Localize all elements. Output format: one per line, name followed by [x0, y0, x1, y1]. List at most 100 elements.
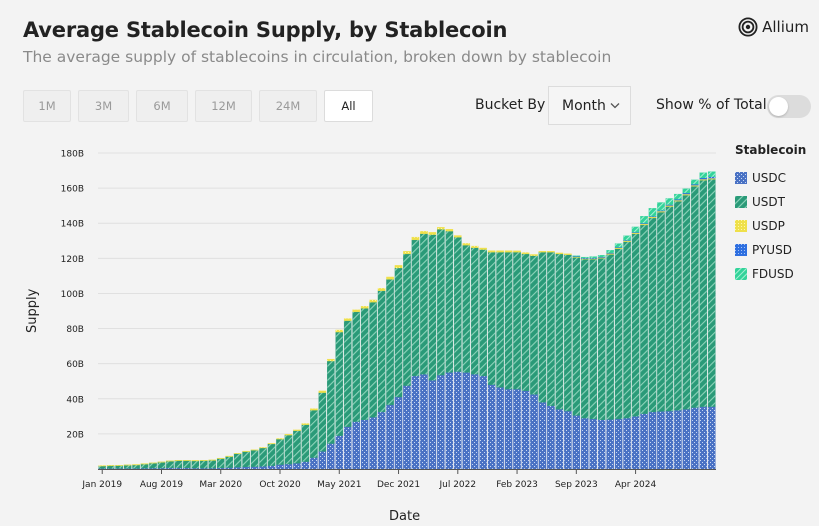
bar-usdc[interactable]: [513, 388, 521, 470]
bar-usdc[interactable]: [394, 396, 403, 470]
bar-usdp[interactable]: [682, 193, 691, 196]
bar-usdc[interactable]: [580, 417, 589, 470]
bar-usdp[interactable]: [115, 464, 123, 466]
bar-usdc[interactable]: [445, 372, 454, 470]
bar-usdt[interactable]: [140, 463, 149, 469]
bar-usdt[interactable]: [276, 439, 284, 465]
bar-usdp[interactable]: [157, 461, 166, 463]
bar-usdp[interactable]: [208, 459, 217, 461]
bar-usdp[interactable]: [301, 423, 310, 425]
bucket-by-dropdown[interactable]: Month: [548, 86, 631, 125]
bar-usdt[interactable]: [191, 460, 200, 469]
bar-usdc[interactable]: [327, 443, 335, 470]
bar-usdt[interactable]: [580, 259, 589, 419]
bar-usdc[interactable]: [631, 416, 640, 470]
bar-usdt[interactable]: [589, 259, 598, 420]
bar-usdc[interactable]: [335, 435, 344, 470]
bar-usdc[interactable]: [293, 463, 301, 470]
bar-usdc[interactable]: [310, 457, 318, 470]
bar-usdp[interactable]: [335, 329, 344, 333]
bar-usdc[interactable]: [386, 404, 394, 470]
bar-usdc[interactable]: [437, 374, 445, 470]
bar-usdp[interactable]: [343, 318, 352, 321]
bar-fdusd[interactable]: [580, 256, 589, 259]
bar-usdp[interactable]: [691, 185, 699, 187]
bar-usdt[interactable]: [657, 212, 665, 412]
bar-usdc[interactable]: [699, 406, 708, 470]
bar-usdp[interactable]: [707, 178, 716, 180]
bar-usdt[interactable]: [453, 237, 462, 372]
bar-usdc[interactable]: [360, 419, 369, 470]
bar-fdusd[interactable]: [665, 198, 674, 205]
bar-usdt[interactable]: [343, 320, 352, 428]
bar-fdusd[interactable]: [699, 172, 708, 179]
bar-usdp[interactable]: [403, 251, 411, 255]
bar-usdp[interactable]: [437, 227, 445, 230]
bar-usdc[interactable]: [572, 415, 581, 470]
bar-usdt[interactable]: [157, 461, 166, 469]
bar-usdp[interactable]: [420, 231, 428, 234]
bar-usdp[interactable]: [657, 210, 665, 213]
bar-usdt[interactable]: [623, 241, 631, 419]
bar-usdc[interactable]: [174, 467, 183, 470]
bar-usdt[interactable]: [530, 255, 538, 395]
bar-usdt[interactable]: [200, 460, 208, 469]
bar-usdt[interactable]: [496, 252, 504, 388]
bar-usdp[interactable]: [530, 254, 538, 256]
bar-usdc[interactable]: [462, 372, 471, 470]
bar-usdt[interactable]: [462, 245, 471, 373]
bar-usdp[interactable]: [479, 247, 487, 250]
bar-usdc[interactable]: [479, 375, 487, 470]
bar-usdc[interactable]: [538, 402, 547, 470]
bar-usdc[interactable]: [606, 419, 614, 470]
bar-fdusd[interactable]: [682, 188, 691, 194]
bar-fdusd[interactable]: [572, 255, 581, 257]
bar-usdp[interactable]: [369, 299, 377, 303]
bar-usdp[interactable]: [648, 216, 657, 219]
bar-usdt[interactable]: [707, 179, 716, 407]
bar-usdt[interactable]: [174, 460, 183, 469]
bar-usdt[interactable]: [665, 206, 674, 412]
bar-usdc[interactable]: [276, 464, 284, 470]
bar-usdc[interactable]: [377, 411, 386, 470]
bar-usdc[interactable]: [487, 384, 496, 470]
range-3m-button[interactable]: 3M: [78, 90, 129, 122]
bar-usdp[interactable]: [504, 250, 513, 253]
bar-usdt[interactable]: [597, 258, 606, 420]
bar-usdt[interactable]: [606, 254, 614, 420]
bar-usdp[interactable]: [547, 250, 555, 253]
bar-fdusd[interactable]: [674, 193, 682, 200]
bar-usdt[interactable]: [674, 201, 682, 411]
bar-usdp[interactable]: [233, 453, 242, 454]
bar-usdp[interactable]: [394, 265, 403, 269]
bar-usdt[interactable]: [310, 410, 318, 458]
bar-usdc[interactable]: [318, 451, 327, 470]
bar-usdt[interactable]: [216, 458, 225, 469]
bar-usdc[interactable]: [420, 374, 428, 470]
bar-usdt[interactable]: [504, 252, 513, 390]
range-24m-button[interactable]: 24M: [259, 90, 317, 122]
bar-fdusd[interactable]: [631, 226, 640, 233]
bar-usdp[interactable]: [428, 232, 437, 235]
bar-usdp[interactable]: [665, 205, 674, 207]
bar-usdp[interactable]: [225, 455, 234, 457]
bar-usdt[interactable]: [369, 302, 377, 418]
bar-usdt[interactable]: [699, 180, 708, 407]
bar-usdt[interactable]: [555, 253, 564, 410]
bar-usdt[interactable]: [242, 451, 250, 468]
bar-usdp[interactable]: [216, 457, 225, 459]
bar-usdp[interactable]: [149, 462, 157, 464]
bar-usdp[interactable]: [132, 464, 140, 466]
bar-usdp[interactable]: [377, 288, 386, 291]
bar-usdp[interactable]: [276, 438, 284, 440]
range-6m-button[interactable]: 6M: [136, 90, 188, 122]
bar-usdp[interactable]: [411, 236, 420, 241]
range-12m-button[interactable]: 12M: [195, 90, 252, 122]
bar-usdp[interactable]: [360, 306, 369, 309]
bar-usdt[interactable]: [394, 267, 403, 398]
bar-usdp[interactable]: [564, 253, 572, 255]
bar-usdt[interactable]: [386, 279, 394, 406]
bar-usdt[interactable]: [377, 290, 386, 413]
bar-usdt[interactable]: [470, 247, 479, 375]
bar-usdt[interactable]: [327, 360, 335, 444]
